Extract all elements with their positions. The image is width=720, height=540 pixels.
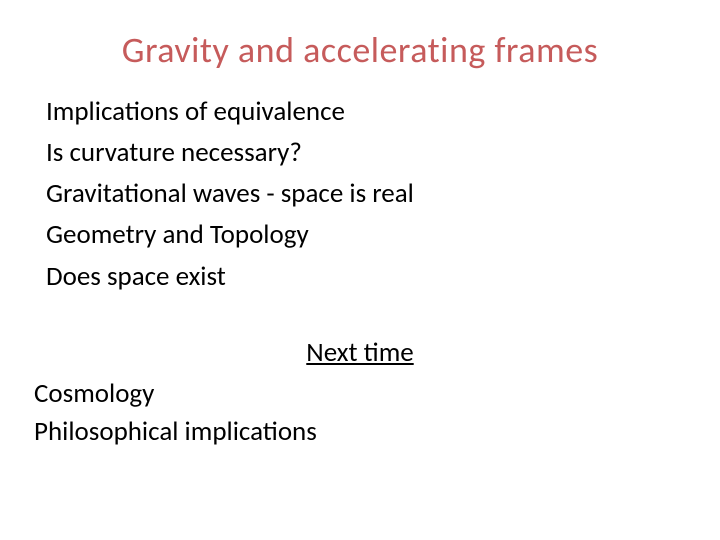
next-topic-item: Philosophical implications [34,413,686,451]
topics-list: Implications of equivalence Is curvature… [34,92,686,296]
slide-container: Gravity and accelerating frames Implicat… [0,0,720,540]
topic-item: Geometry and Topology [46,215,686,254]
topic-item: Implications of equivalence [46,92,686,131]
topic-item: Does space exist [46,257,686,296]
topic-item: Gravitational waves - space is real [46,174,686,213]
next-topics-list: Cosmology Philosophical implications [34,375,686,451]
slide-title: Gravity and accelerating frames [34,28,686,72]
topic-item: Is curvature necessary? [46,133,686,172]
spacer [34,298,686,336]
next-time-heading: Next time [34,336,686,369]
next-topic-item: Cosmology [34,375,686,413]
